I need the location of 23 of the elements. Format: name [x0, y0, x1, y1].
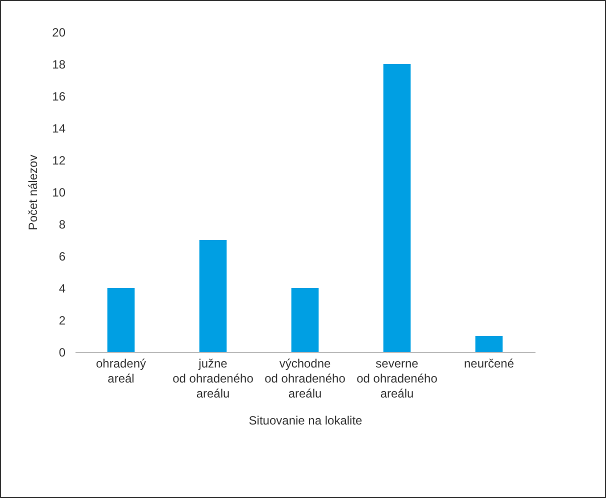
x-tick-label: južne od ohradeného areálu [172, 356, 254, 400]
y-tick-label: 2 [58, 314, 66, 328]
bar [199, 240, 227, 352]
bar [475, 336, 503, 352]
y-tick-label: 10 [52, 186, 66, 200]
y-tick-label: 8 [58, 218, 66, 232]
x-tick-label: neurčené [464, 356, 514, 370]
bar [291, 288, 319, 352]
x-tick-label: východne od ohradeného areálu [264, 356, 346, 400]
y-axis-title: Počet nálezov [26, 154, 40, 230]
y-tick-label: 4 [58, 282, 66, 296]
y-tick-label: 20 [52, 26, 66, 40]
y-tick-label: 6 [58, 250, 66, 264]
y-tick-label: 16 [52, 90, 66, 104]
y-tick-label: 0 [58, 346, 66, 360]
bar [107, 288, 135, 352]
y-tick-label: 18 [52, 58, 66, 72]
x-tick-label: ohradený areál [96, 356, 146, 386]
x-axis-title: Situovanie na lokalite [248, 414, 363, 428]
bar [383, 64, 411, 352]
y-tick-label: 14 [52, 122, 66, 136]
x-tick-label: severne od ohradeného areálu [356, 356, 438, 400]
y-tick-label: 12 [52, 154, 66, 168]
